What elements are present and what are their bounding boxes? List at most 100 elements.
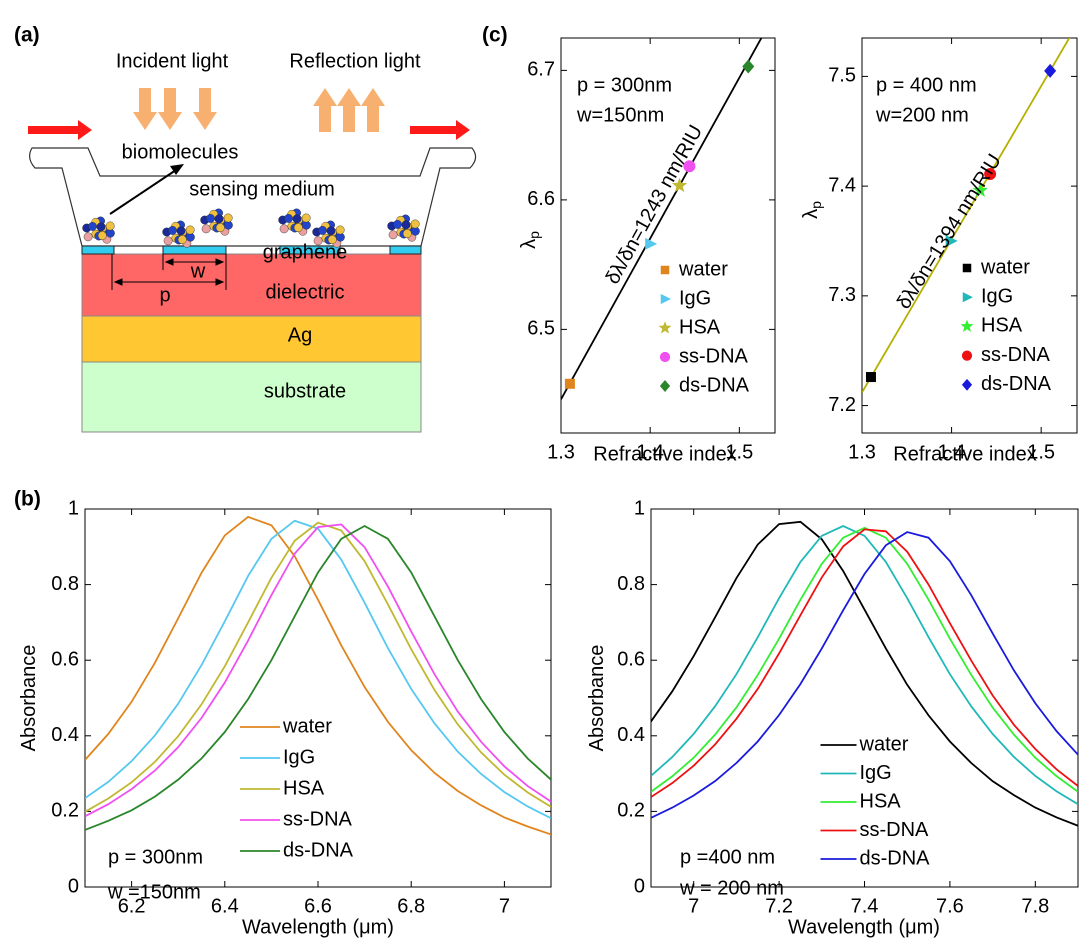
y-axis-label: Absorbance (18, 645, 40, 752)
y-axis-label-main: λ (518, 239, 540, 249)
substrate-layer (81, 361, 422, 433)
molecule-atom (83, 232, 93, 242)
legend-label: IgG (860, 762, 892, 784)
panel-label: (a) (14, 24, 40, 47)
legend-swatch (961, 350, 973, 361)
annotation: w = 200 nm (679, 877, 784, 899)
x-axis-label: Refractive index (893, 443, 1036, 465)
light-arrows (133, 88, 385, 132)
molecule-atom (223, 213, 233, 223)
molecule-atom (284, 214, 293, 223)
diagram-label: graphene (263, 241, 348, 263)
series-line (85, 519, 551, 820)
y-axis-label: λp (518, 231, 541, 249)
x-tick-label: 1.5 (1027, 441, 1055, 463)
series-line (85, 515, 551, 836)
data-point (564, 378, 575, 389)
annotation: w =150nm (107, 881, 201, 903)
y-tick-label: 0.2 (617, 800, 645, 822)
legend-swatch (660, 293, 671, 305)
legend-label: ss-DNA (679, 345, 749, 367)
plot-frame (560, 37, 776, 434)
x-tick-label: 1.3 (848, 441, 876, 463)
molecule-atom (279, 224, 289, 234)
x-tick-label: 1.4 (636, 441, 664, 463)
molecule-atom (327, 235, 337, 245)
legend-swatch (660, 265, 670, 275)
y-tick-label: 1 (634, 497, 645, 519)
x-tick-label: 7.6 (936, 895, 964, 917)
diagram-label: biomolecules (122, 141, 239, 163)
y-axis-label: λp (800, 201, 823, 219)
x-tick-label: 6.6 (304, 895, 332, 917)
x-tick-label: 7.2 (765, 895, 793, 917)
molecule-atom (163, 236, 173, 246)
legend-swatch (960, 319, 974, 332)
pointer-arrow-head (170, 164, 184, 175)
y-tick-label: 0.4 (51, 724, 79, 746)
molecule-atom (96, 222, 106, 232)
structure-diagram: Incident light Reflection light biomolec… (28, 50, 477, 433)
legend-label: HSA (860, 790, 902, 812)
legend-label: ss-DNA (860, 819, 930, 841)
x-tick-label: 1.3 (547, 441, 575, 463)
graphene-strip (279, 245, 341, 255)
side-arrows (28, 120, 470, 140)
diagram-label: Reflection light (289, 50, 421, 72)
graphene-strip (389, 245, 422, 255)
y-tick-label: 6.6 (527, 188, 555, 210)
y-tick-label: 0 (68, 875, 79, 897)
molecule-atom (201, 224, 211, 234)
y-tick-label: 0.2 (51, 800, 79, 822)
fit-line (561, 38, 763, 400)
y-axis-label-main: Absorbance (586, 645, 608, 752)
sensing-medium (29, 147, 477, 247)
legend-label: water (980, 256, 1030, 278)
x-tick-label: 1.5 (725, 441, 753, 463)
diagram-label: w (190, 260, 206, 282)
molecule-atom (313, 236, 323, 246)
y-axis-label-sub: p (808, 201, 824, 209)
y-tick-label: 6.7 (527, 59, 555, 81)
legend-swatch (962, 263, 972, 273)
y-tick-label: 7.3 (828, 284, 856, 306)
legend-swatch (658, 321, 672, 334)
dimension-marks (111, 254, 227, 290)
legend-label: water (678, 258, 728, 280)
y-axis-label-sub: p (526, 231, 542, 239)
metal-layer (81, 315, 422, 363)
annotation: p = 300nm (108, 846, 203, 868)
x-axis-label: Refractive index (593, 443, 736, 465)
y-axis-label: Absorbance (586, 645, 608, 752)
diagram-label: sensing medium (189, 178, 335, 200)
diagram-label: dielectric (266, 281, 345, 303)
legend-label: HSA (283, 777, 325, 799)
legend-label: IgG (283, 746, 315, 768)
y-tick-label: 0.4 (617, 724, 645, 746)
molecule-atom (318, 226, 327, 235)
molecules (82, 208, 420, 248)
data-point (972, 182, 988, 197)
legend-label: ds-DNA (283, 839, 354, 861)
molecule-atom (410, 219, 420, 229)
y-tick-label: 7.4 (828, 174, 856, 196)
molecule-atom (97, 231, 107, 241)
y-tick-label: 0.6 (51, 648, 79, 670)
diagram-label: Ag (288, 324, 312, 346)
x-tick-label: 7.4 (851, 895, 879, 917)
y-tick-label: 0.6 (617, 648, 645, 670)
annotation: p =400 nm (680, 846, 775, 868)
data-point (865, 372, 876, 383)
molecule-atom (388, 230, 398, 240)
legend-label: ds-DNA (679, 374, 750, 396)
fit-line (862, 38, 1071, 393)
annotation: w=200 nm (875, 104, 969, 126)
y-tick-label: 0 (634, 875, 645, 897)
annotation: p = 300nm (577, 74, 672, 96)
molecule-atom (326, 226, 336, 236)
panel-label: (c) (482, 24, 508, 47)
x-tick-label: 1.4 (938, 441, 966, 463)
pointer-arrow (109, 169, 177, 215)
y-tick-label: 7.2 (828, 394, 856, 416)
